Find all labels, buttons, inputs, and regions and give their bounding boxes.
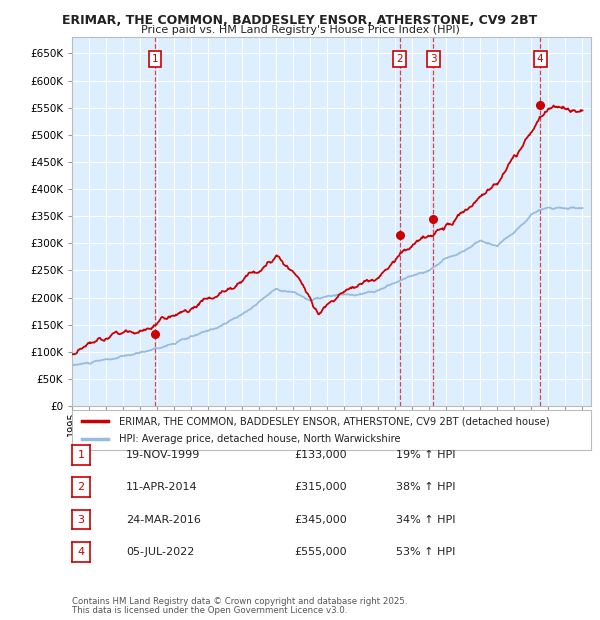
Text: ERIMAR, THE COMMON, BADDESLEY ENSOR, ATHERSTONE, CV9 2BT (detached house): ERIMAR, THE COMMON, BADDESLEY ENSOR, ATH… [119, 417, 550, 427]
Text: 3: 3 [430, 54, 436, 64]
Text: 34% ↑ HPI: 34% ↑ HPI [396, 515, 455, 525]
Text: HPI: Average price, detached house, North Warwickshire: HPI: Average price, detached house, Nort… [119, 433, 400, 443]
Text: 19-NOV-1999: 19-NOV-1999 [126, 450, 200, 460]
Text: 05-JUL-2022: 05-JUL-2022 [126, 547, 194, 557]
Text: 4: 4 [537, 54, 544, 64]
Text: 2: 2 [77, 482, 85, 492]
Text: £133,000: £133,000 [294, 450, 347, 460]
Text: 2: 2 [397, 54, 403, 64]
Text: This data is licensed under the Open Government Licence v3.0.: This data is licensed under the Open Gov… [72, 606, 347, 615]
Text: £555,000: £555,000 [294, 547, 347, 557]
Text: 3: 3 [77, 515, 85, 525]
Text: 38% ↑ HPI: 38% ↑ HPI [396, 482, 455, 492]
Text: £315,000: £315,000 [294, 482, 347, 492]
Text: 1: 1 [77, 450, 85, 460]
Text: 11-APR-2014: 11-APR-2014 [126, 482, 197, 492]
Text: £345,000: £345,000 [294, 515, 347, 525]
Text: Contains HM Land Registry data © Crown copyright and database right 2025.: Contains HM Land Registry data © Crown c… [72, 597, 407, 606]
Text: 19% ↑ HPI: 19% ↑ HPI [396, 450, 455, 460]
Text: Price paid vs. HM Land Registry's House Price Index (HPI): Price paid vs. HM Land Registry's House … [140, 25, 460, 35]
Text: 24-MAR-2016: 24-MAR-2016 [126, 515, 201, 525]
Text: 1: 1 [152, 54, 158, 64]
Text: 53% ↑ HPI: 53% ↑ HPI [396, 547, 455, 557]
Text: 4: 4 [77, 547, 85, 557]
Text: ERIMAR, THE COMMON, BADDESLEY ENSOR, ATHERSTONE, CV9 2BT: ERIMAR, THE COMMON, BADDESLEY ENSOR, ATH… [62, 14, 538, 27]
